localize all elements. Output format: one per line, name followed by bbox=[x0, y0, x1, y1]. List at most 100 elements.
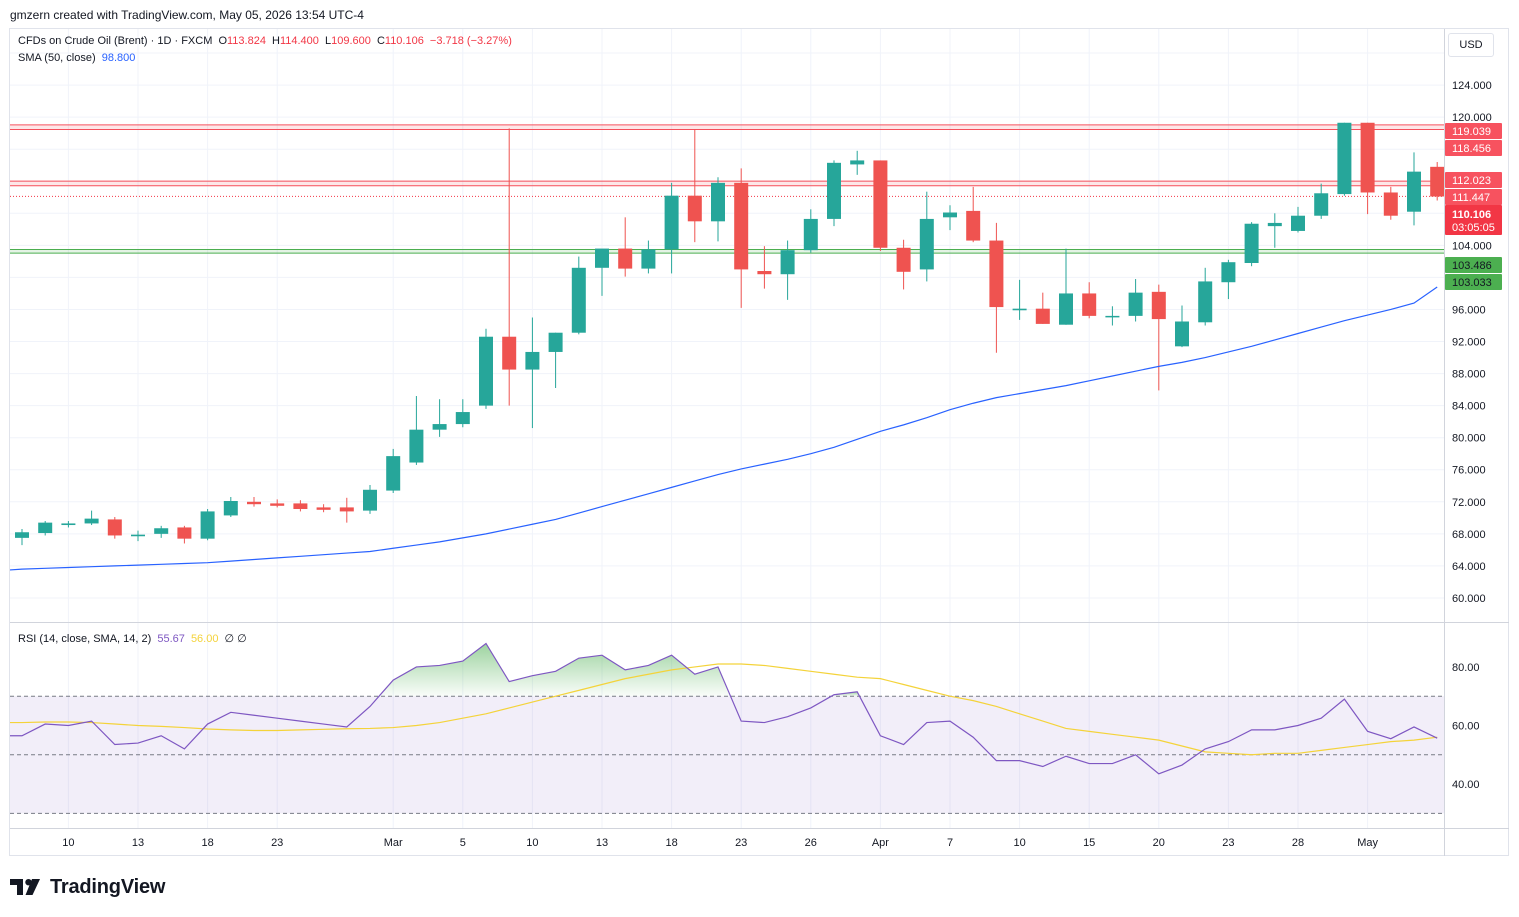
time-tick-label: 5 bbox=[460, 837, 466, 849]
candle-body bbox=[177, 527, 192, 539]
support-label-bg bbox=[1445, 257, 1502, 273]
rsi-legend: RSI (14, close, SMA, 14, 2) 55.67 56.00 … bbox=[18, 632, 250, 645]
candle-body bbox=[827, 162, 841, 219]
time-tick-label: 10 bbox=[1013, 837, 1025, 849]
candle-body bbox=[757, 271, 772, 275]
time-tick-label: 7 bbox=[947, 837, 953, 849]
candle-body bbox=[154, 528, 169, 534]
price-tick-label: 76.000 bbox=[1452, 465, 1486, 477]
close-value: 110.106 bbox=[384, 35, 424, 47]
rsi-ma-value: 56.00 bbox=[190, 633, 219, 645]
time-tick-label: 13 bbox=[132, 837, 144, 849]
candle-body bbox=[1105, 315, 1120, 318]
candle-body bbox=[363, 489, 377, 511]
candle-body bbox=[664, 195, 679, 250]
candle-body bbox=[1175, 321, 1189, 347]
candle-body bbox=[734, 182, 749, 270]
candle-body bbox=[1082, 293, 1097, 316]
resistance-zone bbox=[10, 124, 1444, 130]
candle-body bbox=[595, 248, 609, 268]
price-tick-label: 88.000 bbox=[1452, 369, 1486, 381]
time-tick-label: 18 bbox=[201, 837, 213, 849]
low-label: L bbox=[324, 35, 332, 47]
candle-body bbox=[711, 182, 725, 222]
candle-body bbox=[780, 250, 795, 275]
change-value: −3.718 (−3.27%) bbox=[429, 35, 512, 47]
candle-body bbox=[687, 195, 702, 222]
candle-body bbox=[525, 351, 540, 370]
candle-body bbox=[548, 332, 563, 352]
candle-body bbox=[1291, 215, 1305, 231]
price-tick-label: 96.000 bbox=[1452, 304, 1486, 316]
candle-body bbox=[1383, 192, 1398, 216]
support-zone bbox=[10, 249, 1444, 254]
symbol-name[interactable]: CFDs on Crude Oil (Brent) · 1D · FXCM bbox=[18, 35, 213, 47]
resistance-label-bg bbox=[1445, 189, 1502, 205]
candle-body bbox=[873, 160, 888, 248]
grid-lines bbox=[10, 29, 1444, 828]
sma-line bbox=[9, 286, 1438, 571]
candle-body bbox=[1337, 122, 1352, 195]
price-tick-label: 60.000 bbox=[1452, 593, 1486, 605]
sma-label[interactable]: SMA (50, close) bbox=[18, 52, 96, 64]
symbol-legend: CFDs on Crude Oil (Brent) · 1D · FXCM O 1… bbox=[18, 35, 515, 47]
sma-polyline bbox=[9, 286, 1438, 571]
candle-body bbox=[316, 507, 331, 510]
candle-body bbox=[896, 247, 911, 272]
candle-body bbox=[966, 210, 981, 241]
rsi-value: 55.67 bbox=[157, 633, 185, 645]
support-label: 103.033 bbox=[1452, 277, 1492, 289]
time-tick-label: 23 bbox=[735, 837, 747, 849]
candle-body bbox=[571, 267, 586, 333]
rsi-label[interactable]: RSI (14, close, SMA, 14, 2) bbox=[18, 633, 152, 645]
last-price-label: 110.106 bbox=[1452, 209, 1491, 221]
price-levels bbox=[10, 124, 1444, 254]
price-tick-label: 80.000 bbox=[1452, 433, 1486, 445]
candle-body bbox=[1198, 281, 1213, 323]
open-label: O bbox=[218, 35, 227, 47]
low-value: 109.600 bbox=[331, 35, 371, 47]
candle-body bbox=[943, 212, 957, 218]
candle-body bbox=[1407, 171, 1421, 212]
time-tick-label: 15 bbox=[1083, 837, 1095, 849]
time-tick-label: May bbox=[1357, 837, 1378, 849]
time-tick-label: 26 bbox=[805, 837, 817, 849]
resistance-label: 111.447 bbox=[1452, 192, 1490, 204]
time-tick-label: Apr bbox=[872, 837, 889, 849]
chart-credit: gmzern created with TradingView.com, May… bbox=[10, 8, 364, 22]
price-tick-label: 92.000 bbox=[1452, 337, 1486, 349]
price-tick-label: 64.000 bbox=[1452, 561, 1486, 573]
time-tick-label: 10 bbox=[526, 837, 538, 849]
sma-legend: SMA (50, close) 98.800 bbox=[18, 52, 138, 64]
candle-body bbox=[107, 519, 122, 536]
candle-body bbox=[1267, 222, 1282, 227]
candle-body bbox=[1244, 223, 1259, 263]
currency-button[interactable]: USD bbox=[1448, 33, 1494, 57]
tradingview-logo[interactable]: TradingView bbox=[10, 875, 165, 899]
candle-body bbox=[1360, 122, 1375, 193]
price-tick-label: 124.000 bbox=[1452, 80, 1492, 92]
candle-body bbox=[432, 424, 447, 430]
candle-body bbox=[919, 218, 934, 270]
candle-body bbox=[1012, 308, 1027, 311]
countdown-label: 03:05:05 bbox=[1452, 222, 1495, 234]
high-value: 114.400 bbox=[279, 35, 319, 47]
candle-body bbox=[455, 412, 470, 425]
candle-body bbox=[84, 518, 99, 524]
candle-body bbox=[61, 523, 76, 526]
candle-body bbox=[502, 336, 517, 370]
time-tick-label: 10 bbox=[62, 837, 74, 849]
resistance-zone bbox=[10, 181, 1444, 186]
rsi-pane bbox=[10, 642, 1444, 814]
support-label-bg bbox=[1445, 274, 1502, 290]
time-tick-label: Mar bbox=[384, 837, 403, 849]
price-tick-label: 72.000 bbox=[1452, 497, 1486, 509]
time-tick-label: 23 bbox=[1222, 837, 1234, 849]
candle-body bbox=[15, 532, 29, 538]
candle-body bbox=[1035, 308, 1050, 324]
high-label: H bbox=[272, 35, 280, 47]
candle-body bbox=[223, 500, 238, 516]
candle-body bbox=[1059, 293, 1073, 325]
candle-body bbox=[409, 429, 424, 463]
